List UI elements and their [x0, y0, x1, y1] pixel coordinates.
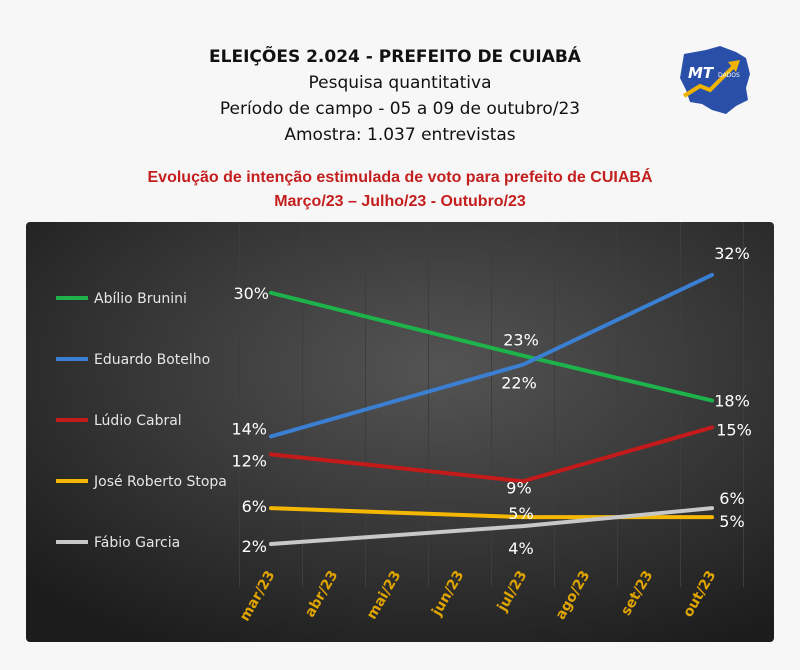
data-label: 14% — [231, 419, 267, 438]
data-label: 2% — [242, 537, 267, 556]
trend-arrow-icon — [682, 64, 736, 98]
data-label: 18% — [714, 392, 750, 411]
report-title: ELEIÇÕES 2.024 - PREFEITO DE CUIABÁ — [209, 47, 581, 67]
data-label: 5% — [719, 512, 744, 531]
data-label: 32% — [714, 244, 750, 263]
data-label: 9% — [506, 478, 531, 497]
data-label: 4% — [508, 539, 533, 558]
chart-background — [26, 222, 774, 642]
legend: Abílio Brunini Eduardo Botelho Lúdio Cabra… — [56, 291, 227, 551]
data-label: 5% — [508, 504, 533, 523]
report-header: ELEIÇÕES 2.024 - PREFEITO DE CUIABÁ Pesq… — [0, 44, 800, 148]
series-line — [269, 290, 714, 403]
legend-label: Abílio Brunini — [94, 291, 187, 307]
arrow-head-icon — [728, 60, 740, 72]
chart-heading: Evolução de intenção estimulada de voto … — [0, 166, 800, 214]
data-label: 15% — [716, 420, 752, 439]
series-line — [269, 272, 714, 439]
survey-period: Período de campo - 05 a 09 de outubro/23 — [219, 99, 581, 119]
legend-label: Lúdio Cabral — [94, 413, 182, 429]
line-chart: Abílio Brunini Eduardo Botelho Lúdio Cabra… — [26, 222, 774, 642]
series-layer — [269, 272, 714, 547]
mt-dados-logo: MT DADOS — [676, 44, 754, 118]
series-line — [269, 425, 714, 484]
legend-label: Fábio Garcia — [94, 535, 180, 551]
chart-heading-line2: Março/23 – Julho/23 - Outubro/23 — [274, 193, 526, 210]
legend-label: José Roberto Stopa — [93, 474, 227, 490]
data-label: 22% — [501, 374, 537, 393]
series-line — [269, 506, 714, 547]
data-label: 23% — [503, 331, 539, 350]
survey-type: Pesquisa quantitativa — [308, 73, 492, 93]
data-label: 6% — [719, 489, 744, 508]
data-label: 12% — [231, 451, 267, 470]
series-line — [269, 506, 714, 520]
data-label: 6% — [242, 497, 267, 516]
survey-sample: Amostra: 1.037 entrevistas — [284, 125, 516, 145]
chart-panel: Abílio Brunini Eduardo Botelho Lúdio Cabra… — [26, 222, 774, 642]
chart-heading-line1: Evolução de intenção estimulada de voto … — [147, 169, 653, 186]
logo-text: MT — [688, 64, 715, 82]
data-labels: 30% 23% 18% 14% 22% 32% 12% 9% 15% 6% 5% 5% 2% 4% 6% — [231, 244, 751, 558]
data-label: 30% — [233, 284, 269, 303]
grid-layer — [239, 222, 744, 587]
legend-label: Eduardo Botelho — [94, 352, 210, 368]
logo-subtext: DADOS — [718, 72, 740, 79]
